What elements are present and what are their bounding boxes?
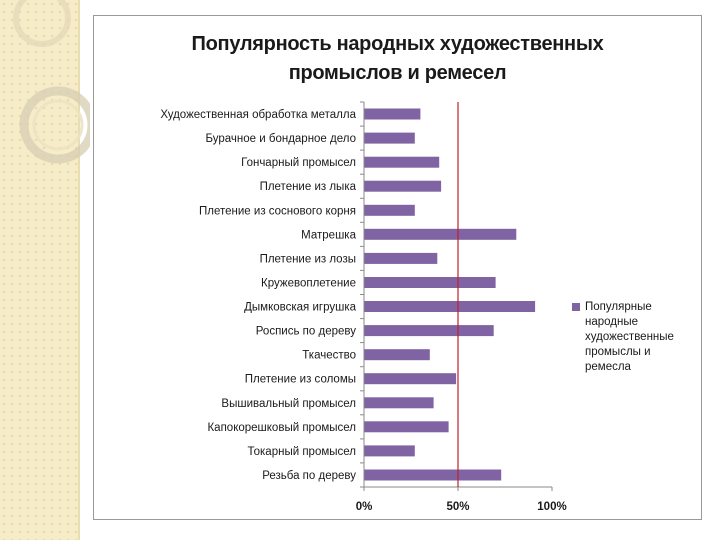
category-label-5: Плетение из соснового корня [199,205,356,217]
legend-label: Популярные народные художественные промы… [585,301,674,373]
category-label-1: Художественная обработка металла [160,109,356,121]
bar-7 [364,252,438,264]
ring-inner [32,99,84,151]
category-label-15: Токарный промысел [248,446,357,458]
category-label-8: Кружевоплетение [261,278,356,290]
chart-frame [93,15,702,520]
category-label-12: Плетение из соломы [245,374,356,386]
bar-16 [364,469,502,481]
bar-10 [364,325,494,337]
bar-3 [364,156,440,168]
category-label-16: Резьба по дереву [262,470,356,482]
ring-large [19,86,90,164]
category-label-2: Бурачное и бондарное дело [205,133,356,145]
bar-14 [364,421,449,433]
legend-swatch [572,303,580,311]
category-label-14: Капокорешковый промысел [207,422,356,434]
chart-title-line-2: промыслов и ремесел [288,62,507,84]
bar-11 [364,349,430,361]
category-label-6: Матрешка [301,229,356,241]
bar-12 [364,373,457,385]
bar-2 [364,132,415,144]
category-label-7: Плетение из лозы [260,253,356,265]
category-label-10: Роспись по дереву [256,326,356,338]
category-label-4: Плетение из лыка [260,181,357,193]
bar-5 [364,204,415,216]
bar-1 [364,108,421,120]
bar-8 [364,277,496,288]
category-label-13: Вышивальный промысел [221,398,356,410]
x-tick-label-2: 100% [537,501,566,513]
category-label-9: Дымковская игрушка [244,302,356,314]
x-tick-label-1: 50% [446,501,469,513]
chart-title: Популярность народных художественных про… [93,30,702,88]
chart-title-line-1: Популярность народных художественных [191,33,604,55]
bar-13 [364,397,434,409]
bar-9 [364,301,536,312]
category-label-11: Ткачество [302,350,356,362]
category-label-3: Гончарный промысел [241,157,356,169]
ring-top [13,0,71,47]
bar-4 [364,180,442,192]
bar-6 [364,228,517,240]
decorative-rings [13,0,90,164]
bar-15 [364,445,415,457]
x-tick-label-0: 0% [356,501,373,513]
